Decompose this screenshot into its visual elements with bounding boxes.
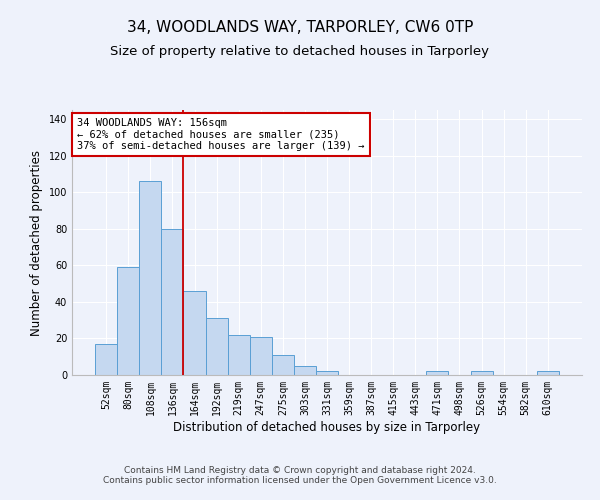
Text: 34, WOODLANDS WAY, TARPORLEY, CW6 0TP: 34, WOODLANDS WAY, TARPORLEY, CW6 0TP — [127, 20, 473, 35]
Bar — [227, 335, 250, 375]
Bar — [316, 372, 338, 375]
Bar — [95, 344, 117, 375]
Bar — [272, 355, 294, 375]
Text: Contains HM Land Registry data © Crown copyright and database right 2024.
Contai: Contains HM Land Registry data © Crown c… — [103, 466, 497, 485]
Text: Size of property relative to detached houses in Tarporley: Size of property relative to detached ho… — [110, 45, 490, 58]
Bar — [250, 336, 272, 375]
Bar — [184, 291, 206, 375]
Bar — [139, 182, 161, 375]
Bar — [117, 267, 139, 375]
Bar — [206, 318, 227, 375]
Bar — [537, 372, 559, 375]
Bar — [161, 229, 184, 375]
X-axis label: Distribution of detached houses by size in Tarporley: Distribution of detached houses by size … — [173, 420, 481, 434]
Text: 34 WOODLANDS WAY: 156sqm
← 62% of detached houses are smaller (235)
37% of semi-: 34 WOODLANDS WAY: 156sqm ← 62% of detach… — [77, 118, 365, 151]
Y-axis label: Number of detached properties: Number of detached properties — [30, 150, 43, 336]
Bar — [294, 366, 316, 375]
Bar — [427, 372, 448, 375]
Bar — [470, 372, 493, 375]
